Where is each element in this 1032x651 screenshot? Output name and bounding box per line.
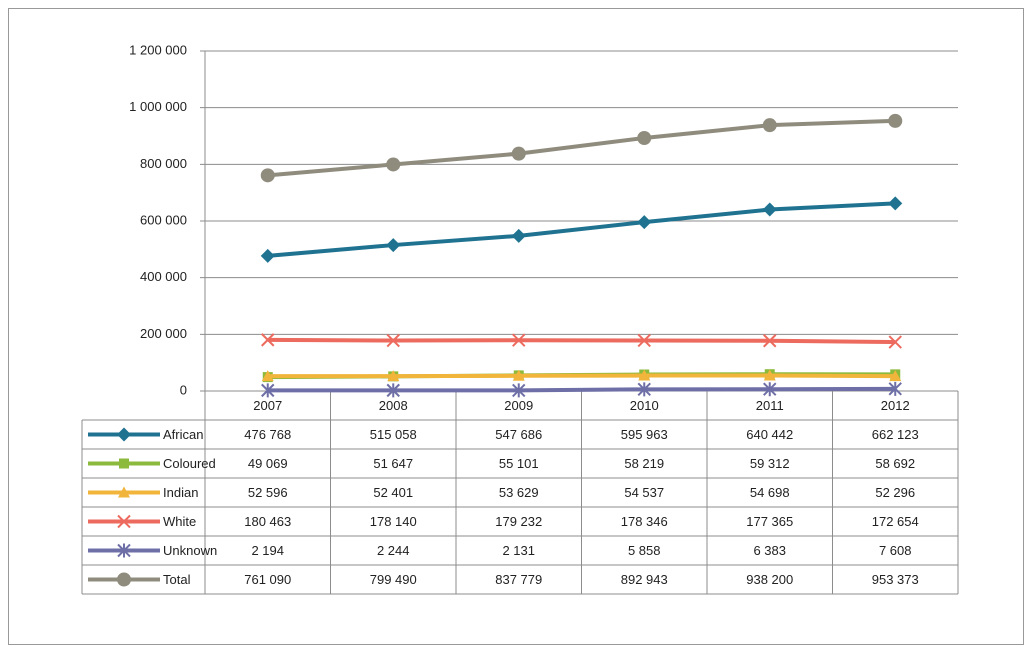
marker — [117, 427, 131, 442]
table-cell: 640 442 — [746, 427, 793, 442]
table-cell: 476 768 — [244, 427, 291, 442]
table-cell: 59 312 — [750, 456, 790, 471]
marker — [260, 248, 275, 263]
x-tick-label: 2010 — [630, 398, 659, 413]
y-tick-label: 800 000 — [140, 156, 187, 171]
marker — [888, 335, 902, 349]
marker — [762, 202, 777, 217]
x-tick-label: 2009 — [504, 398, 533, 413]
table-cell: 837 779 — [495, 572, 542, 587]
marker — [119, 458, 129, 469]
table-cell: 892 943 — [621, 572, 668, 587]
table-cell: 53 629 — [499, 485, 539, 500]
y-tick-label: 200 000 — [140, 326, 187, 341]
marker — [763, 382, 777, 397]
table-cell: 547 686 — [495, 427, 542, 442]
marker — [512, 333, 526, 347]
table-cell: 52 596 — [248, 485, 288, 500]
y-tick-label: 600 000 — [140, 212, 187, 227]
marker — [638, 369, 651, 381]
table-cell: 52 401 — [373, 485, 413, 500]
x-tick-label: 2008 — [379, 398, 408, 413]
marker — [511, 228, 526, 243]
marker — [637, 130, 652, 145]
series-line — [267, 201, 896, 258]
marker — [261, 383, 275, 398]
table-cell: 55 101 — [499, 456, 539, 471]
table-cell: 5 858 — [628, 543, 661, 558]
marker — [889, 370, 902, 382]
chart-frame — [8, 8, 1024, 645]
table-cell: 761 090 — [244, 572, 291, 587]
marker — [261, 333, 275, 347]
table-cell: 6 383 — [753, 543, 786, 558]
series-line — [267, 337, 896, 345]
table-cell: 799 490 — [370, 572, 417, 587]
marker — [512, 383, 526, 398]
marker — [117, 543, 131, 558]
table-cell: 2 131 — [502, 543, 535, 558]
table-cell: 938 200 — [746, 572, 793, 587]
legend-label: Coloured — [163, 456, 216, 471]
legend-label: White — [163, 514, 196, 529]
y-tick-label: 1 000 000 — [129, 99, 187, 114]
legend-label: Indian — [163, 485, 198, 500]
table-cell: 52 296 — [875, 485, 915, 500]
y-tick-label: 1 200 000 — [129, 42, 187, 57]
marker — [261, 370, 274, 382]
table-cell: 515 058 — [370, 427, 417, 442]
table-cell: 595 963 — [621, 427, 668, 442]
marker — [512, 369, 525, 381]
x-tick-label: 2011 — [756, 398, 784, 413]
marker — [117, 514, 131, 529]
table-cell: 7 608 — [879, 543, 912, 558]
marker — [387, 370, 400, 382]
table-cell: 2 244 — [377, 543, 410, 558]
marker — [763, 369, 776, 381]
marker — [386, 383, 400, 398]
table-cell: 179 232 — [495, 514, 542, 529]
y-tick-label: 400 000 — [140, 269, 187, 284]
table-cell: 178 140 — [370, 514, 417, 529]
table-cell: 54 698 — [750, 485, 790, 500]
table-cell: 662 123 — [872, 427, 919, 442]
marker — [117, 572, 131, 587]
table-cell: 180 463 — [244, 514, 291, 529]
table-cell: 58 692 — [875, 456, 915, 471]
marker — [511, 146, 526, 161]
marker — [260, 168, 275, 183]
marker — [386, 333, 400, 348]
marker — [888, 196, 903, 211]
marker — [637, 333, 651, 348]
legend-label: Total — [163, 572, 191, 587]
table-cell: 953 373 — [872, 572, 919, 587]
marker — [637, 382, 651, 397]
marker — [386, 238, 401, 253]
table-cell: 177 365 — [746, 514, 793, 529]
table-cell: 58 219 — [624, 456, 664, 471]
x-tick-label: 2007 — [253, 398, 282, 413]
series-line — [267, 386, 896, 393]
table-cell: 2 194 — [251, 543, 284, 558]
legend-label: Unknown — [163, 543, 217, 558]
table-cell: 54 537 — [624, 485, 664, 500]
x-tick-label: 2012 — [881, 398, 910, 413]
table-cell: 49 069 — [248, 456, 288, 471]
marker — [763, 334, 777, 348]
marker — [637, 215, 652, 230]
series-line — [267, 373, 896, 379]
marker — [118, 486, 130, 498]
marker — [386, 157, 401, 172]
marker — [888, 381, 902, 396]
table-cell: 51 647 — [373, 456, 413, 471]
table-cell: 172 654 — [872, 514, 919, 529]
y-tick-label: 0 — [180, 382, 187, 397]
series-line — [267, 118, 896, 178]
marker — [888, 113, 903, 128]
legend-label: African — [163, 427, 203, 442]
table-cell: 178 346 — [621, 514, 668, 529]
marker — [762, 118, 777, 133]
